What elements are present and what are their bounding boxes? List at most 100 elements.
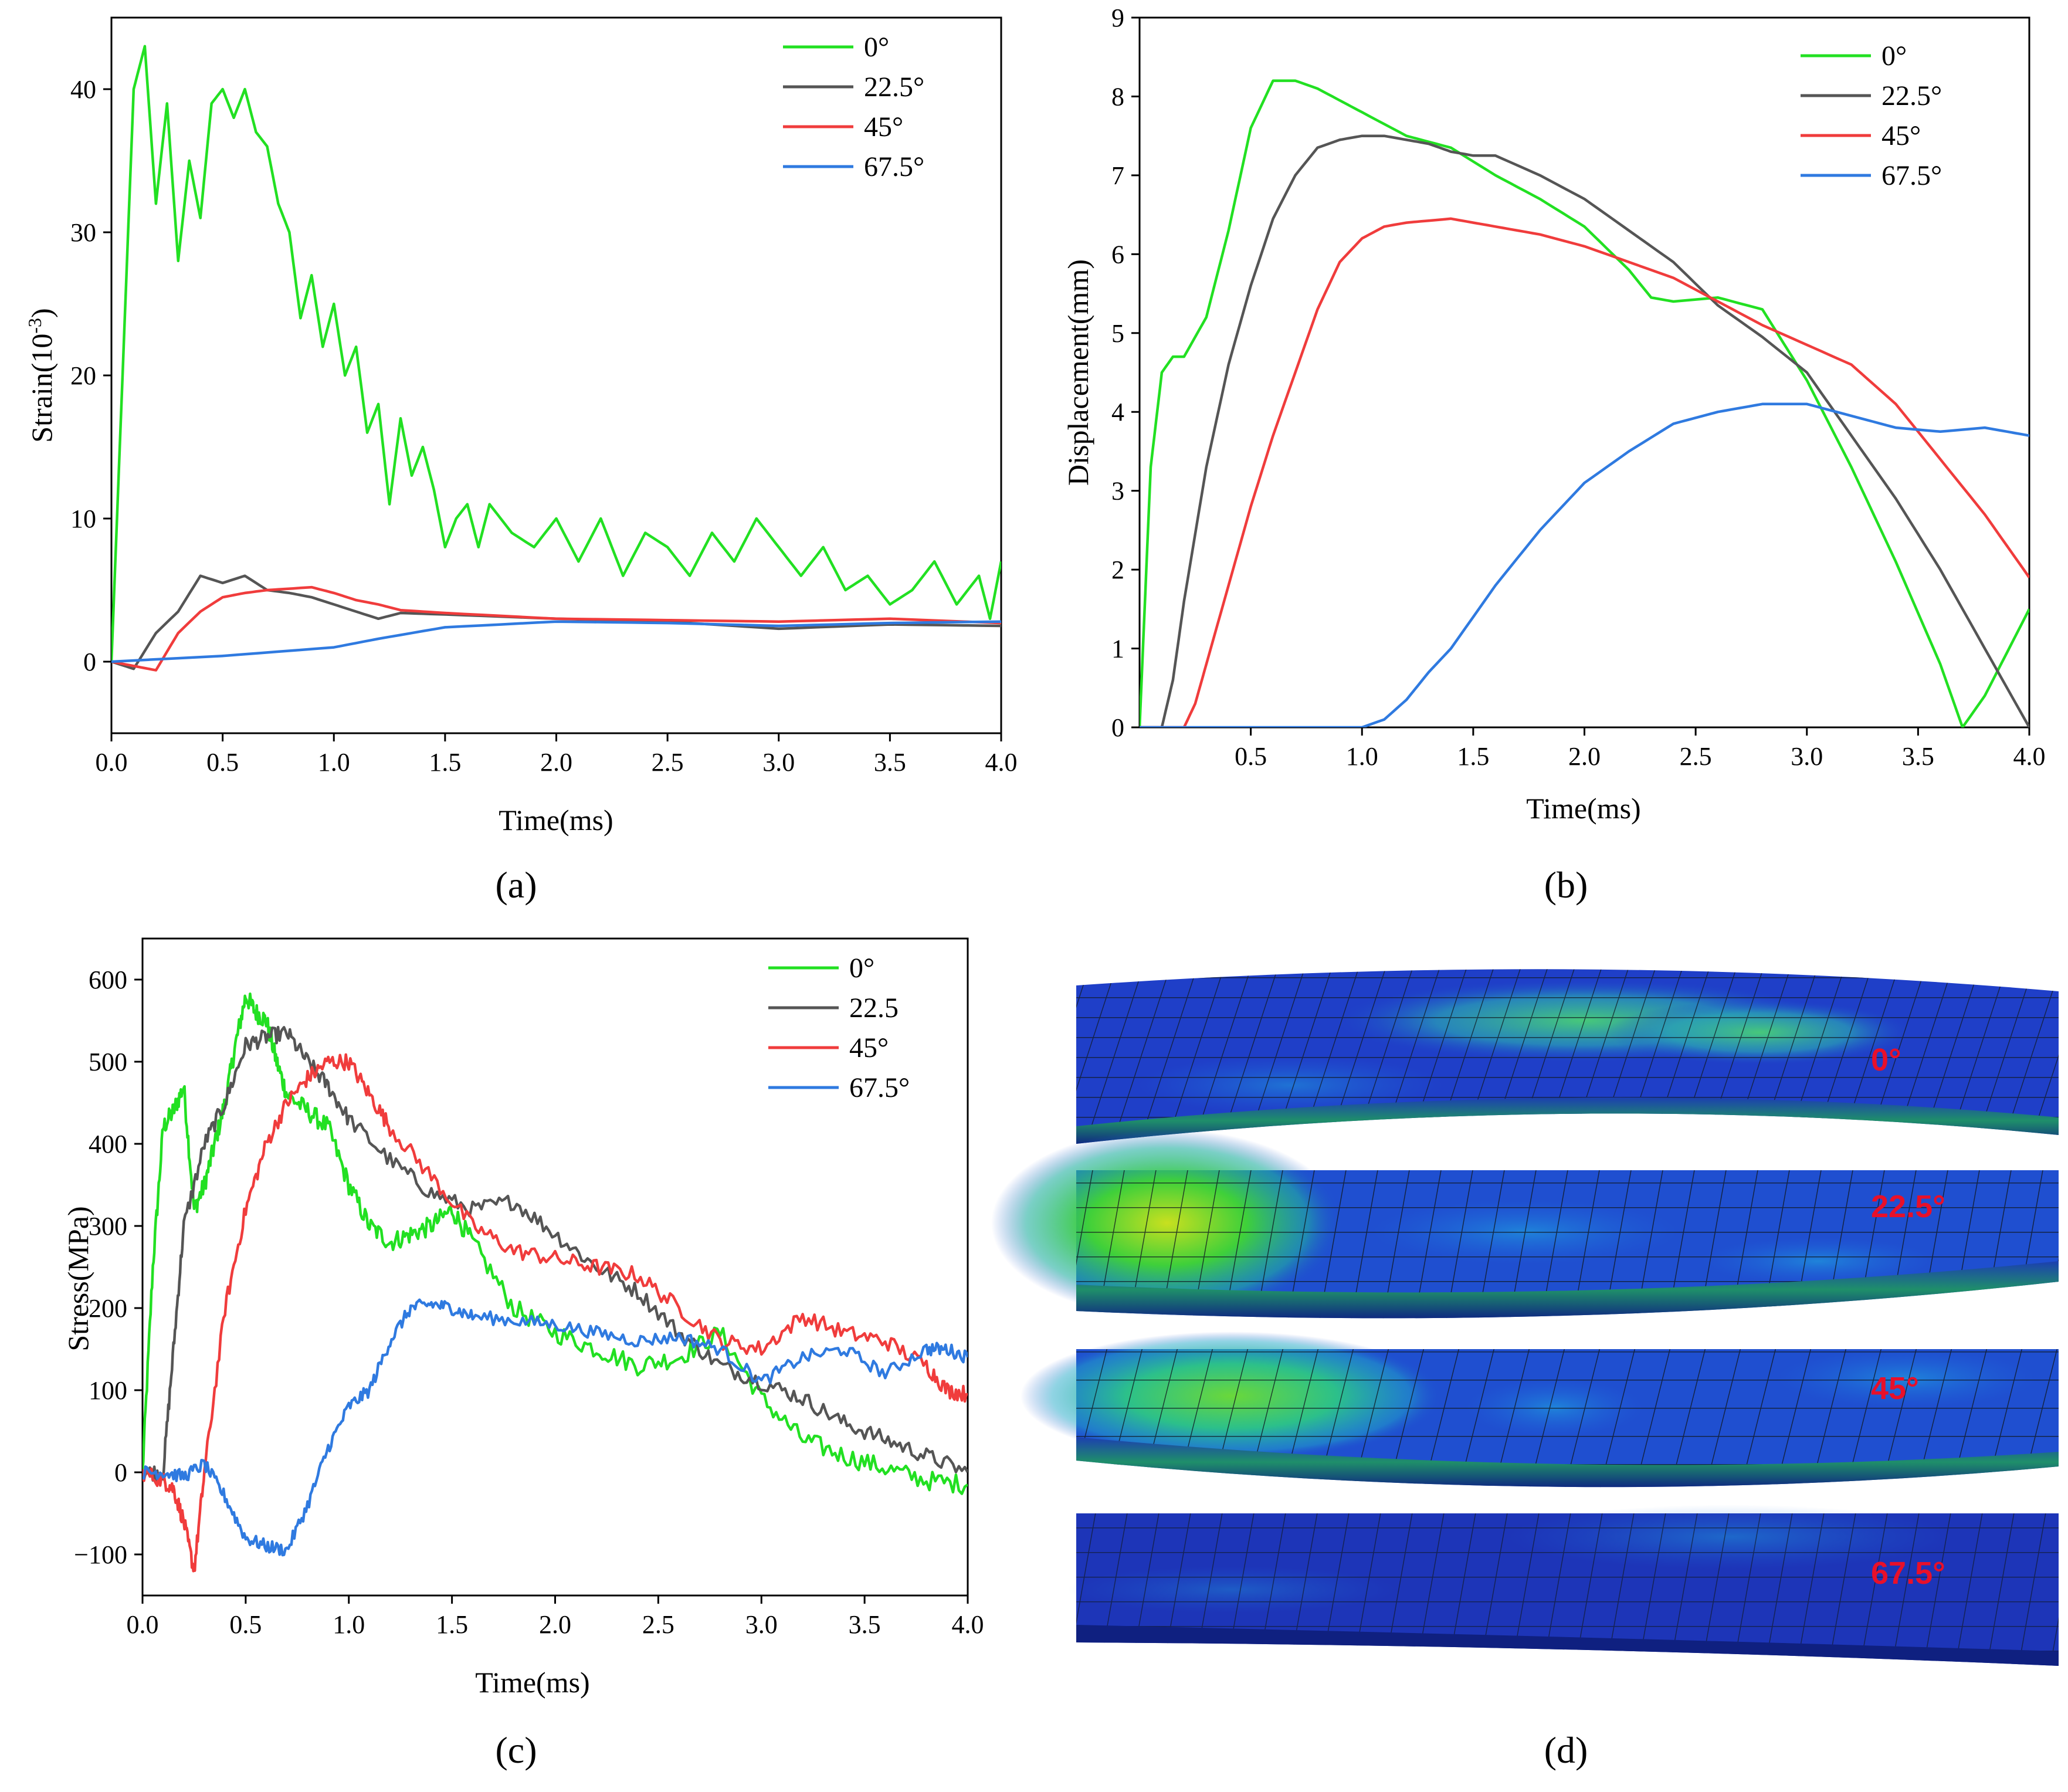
series-line-45- (111, 585, 1001, 672)
y-tick-label: 3 (1111, 477, 1124, 506)
x-tick-label: 4.0 (2013, 742, 2046, 771)
legend-label: 67.5° (849, 1072, 910, 1103)
y-tick-label: −100 (74, 1540, 127, 1569)
panel-label-b: (b) (1544, 864, 1588, 906)
x-tick-label: 1.0 (1346, 742, 1378, 771)
contour-slab-45: 45° (1021, 1332, 2059, 1488)
legend-label: 45° (1881, 120, 1921, 151)
y-tick-label: 6 (1111, 240, 1124, 269)
legend-label: 0° (849, 953, 874, 984)
y-tick-label: 0 (83, 648, 96, 676)
series-line-67-5- (143, 1298, 968, 1557)
contour-slab-67-5: 67.5° (1067, 1505, 2059, 1666)
y-tick-label: 100 (89, 1376, 127, 1405)
angle-label-45: 45° (1871, 1371, 1919, 1406)
legend: 0° 22.5 45° 67.5° (768, 953, 910, 1103)
angle-label-22-5: 22.5° (1871, 1189, 1945, 1224)
y-tick-label: 10 (70, 504, 96, 533)
x-axis-label: Time(ms) (475, 1666, 589, 1699)
legend-label: 0° (864, 32, 889, 63)
x-tick-label: 2.5 (642, 1610, 674, 1639)
y-ticks: 0 10 20 30 40 (70, 75, 111, 676)
strain-chart: 0.0 0.5 1.0 1.5 2.0 2.5 3.0 3.5 4.0 0 10 20 30 40 Ti… (24, 16, 1018, 906)
series-group (111, 45, 1001, 672)
x-tick-label: 0.0 (127, 1610, 159, 1639)
x-tick-label: 2.0 (1568, 742, 1601, 771)
x-tick-label: 0.5 (206, 748, 239, 777)
x-tick-label: 3.5 (1902, 742, 1934, 771)
x-tick-label: 1.5 (436, 1610, 468, 1639)
panel-label-d: (d) (1544, 1729, 1588, 1771)
y-tick-label: 30 (70, 218, 96, 247)
y-tick-label: 2 (1111, 555, 1124, 584)
x-tick-label: 3.5 (849, 1610, 881, 1639)
x-axis-label: Time(ms) (499, 804, 613, 836)
x-tick-label: 2.0 (539, 1610, 571, 1639)
x-tick-label: 2.0 (540, 748, 572, 777)
x-ticks: 0.0 0.5 1.0 1.5 2.0 2.5 3.0 3.5 4.0 (96, 733, 1018, 777)
y-tick-label: 600 (89, 966, 127, 994)
y-tick-label: 5 (1111, 319, 1124, 348)
contour-slab-22-5: 22.5° (991, 1129, 2059, 1319)
y-tick-label: 8 (1111, 82, 1124, 111)
fea-contour-panel: 0° 22.5° 45° 67.5° (991, 969, 2059, 1771)
panel-label-c: (c) (495, 1729, 537, 1771)
x-ticks: 0.5 1.0 1.5 2.0 2.5 3.0 3.5 4.0 (1235, 727, 2046, 771)
y-tick-label: 1 (1111, 635, 1124, 663)
series-line-45- (143, 1053, 968, 1573)
legend-label: 45° (849, 1032, 889, 1063)
y-ticks: 0 1 2 3 4 5 6 7 8 9 (1111, 4, 1140, 742)
x-tick-label: 4.0 (952, 1610, 984, 1639)
y-axis-label: Stress(MPa) (62, 1206, 94, 1351)
series-line-22-5- (1140, 134, 2029, 727)
x-tick-label: 1.0 (318, 748, 350, 777)
x-tick-label: 3.0 (745, 1610, 778, 1639)
y-tick-label: 200 (89, 1294, 127, 1323)
y-axis-label: Displacement(mm) (1062, 259, 1094, 486)
legend-label: 67.5° (864, 151, 924, 182)
x-tick-label: 3.0 (762, 748, 795, 777)
x-tick-label: 1.5 (1457, 742, 1489, 771)
x-axis-label: Time(ms) (1526, 792, 1640, 825)
y-tick-label: 40 (70, 75, 96, 104)
x-tick-label: 0.5 (229, 1610, 262, 1639)
series-line-67-5- (1140, 402, 2029, 727)
legend-label: 22.5° (1881, 80, 1942, 111)
panel-label-a: (a) (495, 864, 537, 906)
y-tick-label: 0 (1111, 713, 1124, 742)
series-line-67-5- (111, 620, 1001, 663)
contour-slab-0: 0° (1076, 969, 2059, 1144)
legend-label: 0° (1881, 40, 1907, 72)
displacement-chart: 0.5 1.0 1.5 2.0 2.5 3.0 3.5 4.0 0 1 2 3 4 5 6 7 8 9 Time… (1062, 4, 2046, 906)
x-tick-label: 4.0 (985, 748, 1018, 777)
x-ticks: 0.0 0.5 1.0 1.5 2.0 2.5 3.0 3.5 4.0 (127, 1595, 984, 1639)
y-tick-label: 0 (114, 1458, 127, 1487)
x-tick-label: 2.5 (1680, 742, 1712, 771)
series-line-45- (1140, 217, 2029, 727)
legend: 0° 22.5° 45° 67.5° (783, 32, 924, 182)
legend-label: 45° (864, 111, 903, 143)
series-line-0- (111, 45, 1001, 662)
x-tick-label: 1.5 (429, 748, 461, 777)
series-line-22-5 (143, 1025, 968, 1482)
series-group (143, 992, 968, 1573)
y-tick-label: 20 (70, 361, 96, 390)
x-tick-label: 0.0 (96, 748, 128, 777)
legend-label: 67.5° (1881, 160, 1942, 191)
legend: 0° 22.5° 45° 67.5° (1801, 40, 1942, 191)
stress-chart: 0.0 0.5 1.0 1.5 2.0 2.5 3.0 3.5 4.0 −100 0 100 200 3… (62, 937, 984, 1771)
y-ticks: −100 0 100 200 300 400 500 600 (74, 966, 143, 1569)
y-tick-label: 500 (89, 1048, 127, 1076)
y-tick-label: 7 (1111, 161, 1124, 190)
x-tick-label: 3.0 (1791, 742, 1823, 771)
legend-label: 22.5° (864, 72, 924, 103)
angle-label-67-5: 67.5° (1871, 1556, 1945, 1591)
legend-label: 22.5 (849, 992, 899, 1024)
x-tick-label: 0.5 (1235, 742, 1267, 771)
y-tick-label: 9 (1111, 4, 1124, 32)
y-axis-label: Strain(10-3) (24, 308, 58, 442)
y-tick-label: 400 (89, 1130, 127, 1158)
x-tick-label: 1.0 (333, 1610, 365, 1639)
series-group (1140, 79, 2029, 727)
